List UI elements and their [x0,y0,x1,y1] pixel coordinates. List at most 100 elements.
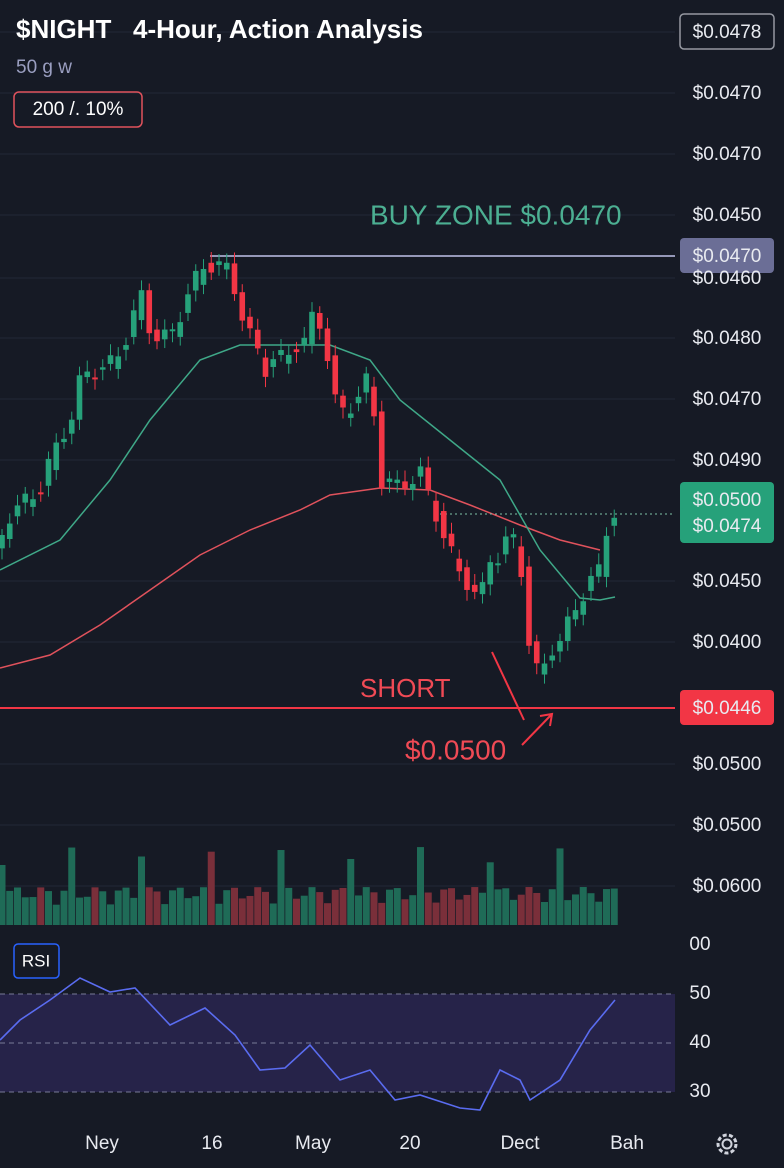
candle-body [518,546,525,578]
candle-body [502,536,509,555]
volume-bar [184,898,192,925]
volume [0,847,618,925]
time-label: Dect [500,1133,540,1154]
time-label: 16 [201,1133,222,1154]
candle-body [92,377,98,380]
rsi-tick: 30 [689,1081,710,1102]
ma-green [0,344,616,601]
candle-body [433,500,439,522]
volume-bar [417,847,424,925]
price-axis: $0.0478$0.0470$0.0470$0.0450$0.0470$0.04… [679,13,775,1102]
candle-body [541,663,548,675]
candle-body [76,375,83,420]
rsi-tick: 50 [689,983,710,1004]
candle-body [456,558,463,572]
volume-bar [541,901,548,925]
candle-body [208,262,215,273]
candle-body [471,584,478,592]
candle-body [239,292,246,321]
volume-bar [254,887,262,925]
candle-body [177,322,184,337]
volume-bar [548,889,556,925]
volume-bar [440,889,448,925]
candle-body [402,481,408,489]
volume-bar [355,895,362,925]
candle-body [386,478,393,482]
volume-bar [231,887,238,925]
volume-bar [432,902,440,925]
time-label: Bah [610,1133,644,1154]
volume-bar [401,899,409,925]
price-label: $0.0446 [693,698,762,719]
candle-body [611,517,618,526]
rsi-badge [13,943,60,979]
volume-bar [300,895,308,925]
settings-gear[interactable] [716,1133,738,1155]
candle-body [154,329,160,342]
price-label: $0.0490 [693,450,762,471]
candle-body [301,337,308,346]
candle-body [200,268,207,285]
volume-bar [176,887,184,925]
volume-bar [378,902,386,925]
rsi-label: RSI [22,951,50,970]
candle-body [123,345,129,350]
candle-body [37,492,44,495]
volume-bar [269,903,277,925]
volume-bar [316,892,324,925]
candle-body [130,310,137,337]
candle-body [84,371,91,378]
volume-bar [486,862,494,925]
volume-bar [6,890,14,925]
price-label: $0.0500 [693,815,762,836]
volume-bar [564,900,572,925]
price-label: $0.0470 [693,144,762,165]
buy-zone-label: BUY ZONE $0.0470 [370,199,622,230]
volume-bar [277,850,285,925]
candle-body [169,329,176,332]
volume-bar [130,897,138,925]
short-label: SHORT [360,673,451,703]
volume-bar [37,887,45,925]
candle-body [45,458,52,486]
candle-body [324,328,331,362]
candle-body [479,582,486,595]
candle-body [247,316,253,329]
candle-body [549,655,556,661]
time-axis: Ney 16 May 20 Dect Bah [85,1133,644,1154]
candle-body [223,262,230,270]
volume-bar [91,887,99,925]
volume-bar [393,888,401,925]
rsi-line [0,977,616,1111]
volume-bar [370,892,378,925]
volume-bar [533,892,541,925]
volume-bar [114,890,122,925]
price-label: $0.0450 [693,571,762,592]
candle-body [363,373,370,393]
candle-body [138,290,145,321]
volume-bar [308,887,316,925]
candle-body [332,355,339,395]
volume-bar [587,893,595,925]
arrow-up [521,712,554,746]
volume-bar [83,896,91,925]
volume-bar [45,891,52,925]
volume-bar [200,887,207,925]
candles [0,252,618,684]
candle-body [603,535,610,577]
volume-bar [107,904,114,925]
volume-bar [246,895,254,925]
time-label: 20 [399,1133,420,1154]
candle-body [309,311,315,345]
price-label: $0.0450 [693,205,762,226]
candle-body [417,466,424,477]
candle-body [347,413,354,418]
candle-body [53,442,60,471]
candle-body [316,313,323,329]
volume-bar [455,899,463,925]
volume-bar [169,890,176,925]
arrow-down [491,651,525,721]
rsi-tick: 40 [689,1032,710,1053]
volume-bar [409,895,417,925]
price-tag [680,238,774,273]
